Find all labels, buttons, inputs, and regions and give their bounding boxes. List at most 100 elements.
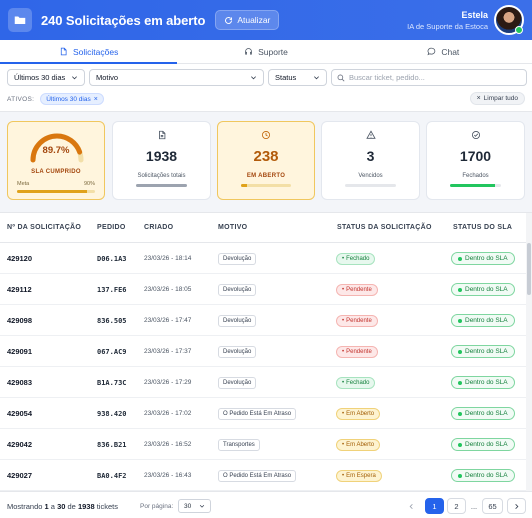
status-badge: • Em Aberto (336, 438, 381, 451)
kpi-open-label: EM ABERTO (246, 173, 286, 179)
table-row[interactable]: 429027 BA0.4F2 23/03/26 - 16:43 O Pedido Es… (0, 460, 526, 491)
col-header-sla[interactable]: STATUS DO SLA (453, 224, 513, 231)
clear-all-button[interactable]: × Limpar tudo (469, 92, 525, 105)
page-ellipsis: ... (470, 501, 478, 511)
kpi-cards: 89.7% SLA CUMPRIDO Meta 90% 1938 Solicit… (0, 112, 532, 212)
ticket-id[interactable]: 429112 (7, 285, 32, 294)
kpi-open-card[interactable]: 238 EM ABERTO (217, 121, 315, 200)
kpi-late-value: 3 (366, 148, 375, 164)
sla-badge: Dentro do SLA (451, 469, 515, 482)
dot-icon: • (342, 410, 345, 417)
main-tabs: Solicitações Suporte Chat (0, 40, 532, 64)
reason-tag: Devolução (218, 252, 257, 265)
page-button-65[interactable]: 65 (482, 498, 503, 514)
status-text: Pendente (346, 317, 372, 324)
created-date: 23/03/26 - 17:29 (144, 379, 192, 386)
search-input[interactable] (349, 73, 519, 82)
refresh-button[interactable]: Atualizar (215, 10, 280, 30)
next-page-button[interactable] (507, 498, 526, 514)
dot-icon: • (342, 441, 345, 448)
status-cell: • Fechado (336, 243, 376, 274)
dot-icon: • (342, 255, 345, 262)
sla-cell: Dentro do SLA (451, 398, 515, 429)
status-cell: • Em Aberto (336, 398, 381, 429)
order-id[interactable]: 067.AC9 (97, 347, 127, 356)
col-header-status[interactable]: STATUS DA SOLICITAÇÃO (337, 224, 432, 231)
table-row[interactable]: 429098 836.505 23/03/26 - 17:47 Devolução • P… (0, 305, 526, 336)
order-id[interactable]: B1A.73C (97, 378, 127, 387)
status-cell: • Pendente (336, 305, 378, 336)
kpi-closed-card[interactable]: 1700 Fechados (426, 121, 525, 200)
tickets-table: Nº DA SOLICITAÇÃO PEDIDO CRIADO MOTIVO S… (0, 212, 532, 491)
reason-tag: Devolução (218, 376, 257, 389)
sla-text: Dentro do SLA (465, 379, 508, 386)
sla-cell: Dentro do SLA (451, 274, 515, 305)
created-date: 23/03/26 - 16:52 (144, 441, 192, 448)
period-select[interactable]: Últimos 30 dias (7, 69, 85, 86)
status-text: Pendente (346, 348, 372, 355)
col-header-criado[interactable]: CRIADO (144, 224, 174, 231)
table-row[interactable]: 429054 938.420 23/03/26 - 17:02 O Pedido Es… (0, 398, 526, 429)
ticket-id[interactable]: 429027 (7, 471, 33, 480)
kpi-total-label: Solicitações totais (137, 173, 186, 179)
summary-sep: a (50, 502, 55, 511)
headset-icon (245, 48, 252, 55)
active-filters-label: ATIVOS: (7, 95, 35, 103)
ticket-id[interactable]: 429042 (7, 440, 33, 449)
col-header-id[interactable]: Nº DA SOLICITAÇÃO (7, 224, 82, 231)
chevron-down-icon (251, 76, 256, 80)
col-header-motivo[interactable]: MOTIVO (218, 224, 248, 231)
status-text: Fechado (346, 379, 370, 386)
status-badge: • Fechado (336, 252, 376, 265)
table-row[interactable]: 429042 836.B21 23/03/26 - 16:52 Transportes… (0, 429, 526, 460)
ticket-id[interactable]: 429098 (7, 316, 33, 325)
summary-to: 30 (57, 502, 66, 511)
status-text: Pendente (346, 286, 372, 293)
dot-icon: • (342, 317, 345, 324)
motivo-select[interactable]: Motivo (89, 69, 264, 86)
col-header-pedido[interactable]: PEDIDO (97, 224, 126, 231)
chevron-right-icon (515, 503, 519, 509)
chevron-down-icon (199, 504, 205, 508)
table-scrollbar[interactable] (526, 213, 532, 491)
order-id[interactable]: BA0.4F2 (97, 471, 127, 480)
status-text: Em Aberto (346, 410, 375, 417)
order-id[interactable]: D06.1A3 (97, 254, 127, 263)
motivo-value: Motivo (96, 73, 119, 82)
reason-cell: O Pedido Está Em Atraso (218, 398, 297, 429)
ticket-id[interactable]: 429054 (7, 409, 33, 418)
table-row[interactable]: 429083 B1A.73C 23/03/26 - 17:29 Devolução • F… (0, 367, 526, 398)
ticket-id[interactable]: 429120 (7, 254, 33, 263)
table-row[interactable]: 429120 D06.1A3 23/03/26 - 18:14 Devolução • F… (0, 243, 526, 274)
order-id[interactable]: 836.505 (97, 316, 127, 325)
order-id[interactable]: 836.B21 (97, 440, 127, 449)
folder-icon (8, 8, 32, 32)
kpi-total-card[interactable]: 1938 Solicitações totais (112, 121, 211, 200)
page-button-2[interactable]: 2 (447, 498, 466, 514)
avatar[interactable] (494, 5, 524, 35)
ticket-id[interactable]: 429091 (7, 347, 33, 356)
table-row[interactable]: 429091 067.AC9 23/03/26 - 17:37 Devolução • P… (0, 336, 526, 367)
table-row[interactable]: 429112 137.FE6 23/03/26 - 18:05 Devolução • P… (0, 274, 526, 305)
status-select[interactable]: Status (268, 69, 327, 86)
prev-page-button[interactable] (402, 498, 420, 514)
scrollbar-thumb[interactable] (527, 243, 531, 295)
active-filter-chip[interactable]: Últimos 30 dias × (40, 93, 104, 105)
status-cell: • Fechado (336, 367, 376, 398)
summary-suffix: tickets (96, 502, 118, 511)
user-name: Estela (461, 9, 488, 20)
per-page-select[interactable]: 30 (178, 499, 211, 513)
ticket-id[interactable]: 429083 (7, 378, 33, 387)
tab-chat[interactable]: Chat (355, 40, 532, 63)
status-value: Status (275, 73, 297, 82)
page-button-1[interactable]: 1 (425, 498, 444, 514)
close-icon[interactable]: × (93, 95, 98, 103)
kpi-late-card[interactable]: 3 Vencidos (321, 121, 420, 200)
order-id[interactable]: 938.420 (97, 409, 127, 418)
status-badge: • Pendente (336, 283, 378, 296)
status-badge: • Pendente (336, 314, 378, 327)
kpi-sla-card[interactable]: 89.7% SLA CUMPRIDO Meta 90% (7, 121, 105, 200)
tab-suporte[interactable]: Suporte (177, 40, 354, 63)
tab-solicitacoes[interactable]: Solicitações (0, 40, 178, 64)
order-id[interactable]: 137.FE6 (97, 285, 127, 294)
